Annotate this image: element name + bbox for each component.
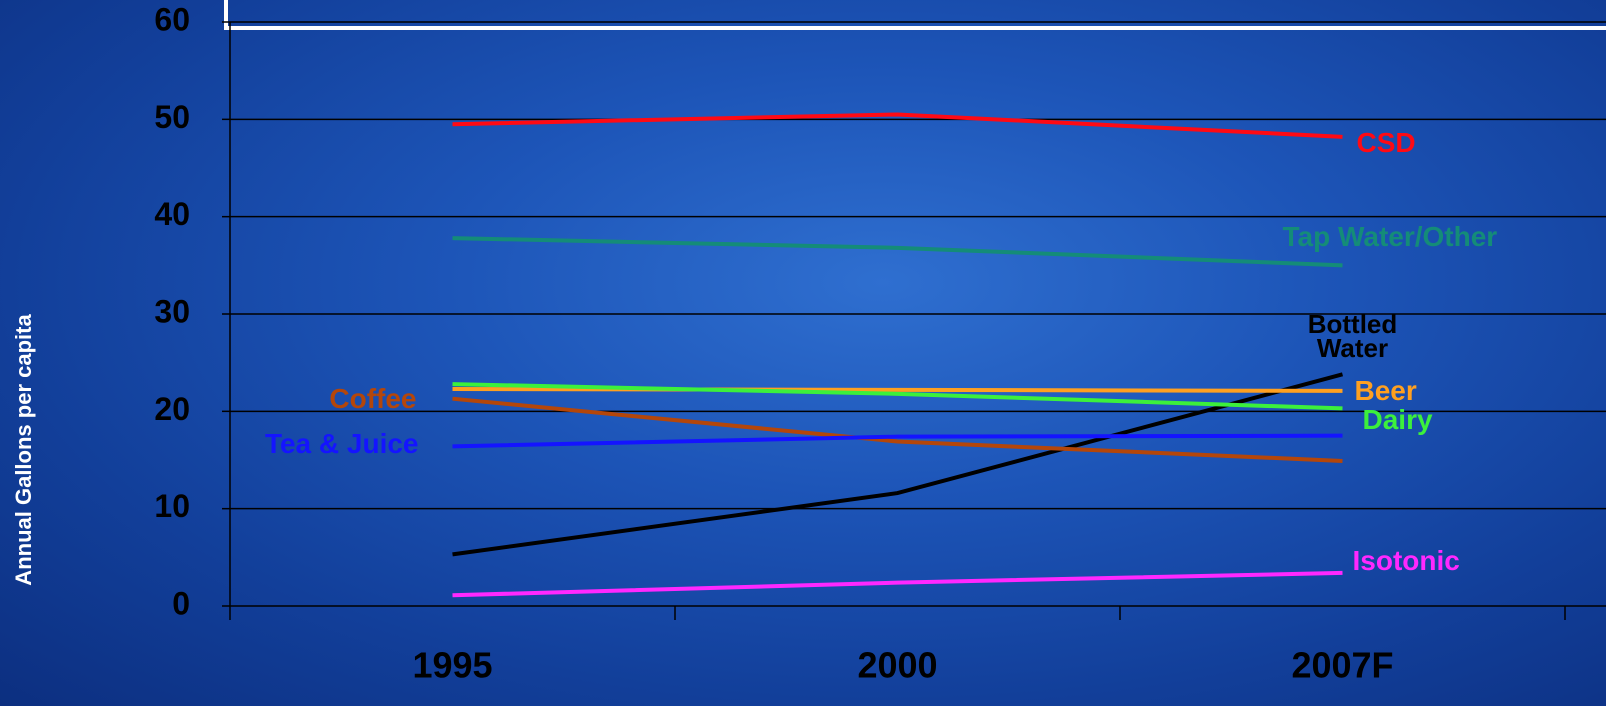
series-label: Tap Water/Other	[1283, 224, 1498, 250]
series-line	[453, 238, 1343, 265]
y-tick-label: 50	[154, 99, 190, 135]
series-line	[453, 374, 1343, 554]
x-tick-label: 1995	[412, 645, 492, 686]
y-tick-label: 60	[154, 1, 190, 37]
y-tick-label: 20	[154, 391, 190, 427]
y-tick-label: 10	[154, 488, 190, 524]
x-tick-label: 2007F	[1291, 645, 1393, 686]
series-label: Coffee	[329, 386, 416, 412]
y-tick-label: 0	[172, 585, 190, 621]
y-tick-label: 30	[154, 293, 190, 329]
series-label: Beer	[1355, 378, 1417, 404]
series-line	[453, 573, 1343, 595]
series-line	[453, 384, 1343, 408]
series-line	[453, 114, 1343, 136]
y-axis-title: Annual Gallons per capita	[11, 314, 36, 586]
series-label: Isotonic	[1353, 548, 1460, 574]
series-line	[453, 389, 1343, 391]
series-label: Bottled Water	[1293, 312, 1413, 360]
slide: Annual Gallons per capita 0 10 20 30 40 50 60 1…	[0, 0, 1606, 706]
y-tick-label: 40	[154, 196, 190, 232]
series-label: Dairy	[1363, 407, 1433, 433]
series-label: Tea & Juice	[265, 431, 419, 457]
title-box	[226, 0, 1606, 28]
series-label: CSD	[1357, 130, 1416, 156]
x-tick-label: 2000	[857, 645, 937, 686]
